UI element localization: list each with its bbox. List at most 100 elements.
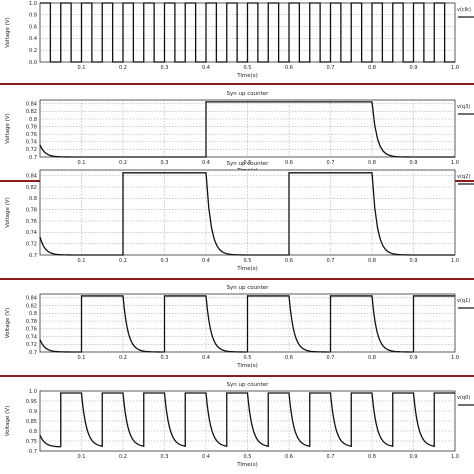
x-tick-label: 0.7 (327, 355, 335, 361)
series-line (39, 392, 455, 448)
y-tick-label: 0.8 (29, 117, 37, 123)
y-tick-label: 1.0 (29, 389, 37, 395)
x-tick-label: 0.6 (285, 65, 293, 71)
x-tick-label: 0.5 (244, 65, 252, 71)
x-tick-label: 0.2 (119, 355, 127, 361)
x-tick-label: 0.9 (410, 65, 418, 71)
x-tick-label: 0.3 (161, 258, 169, 264)
x-tick-label: 0.6 (285, 160, 293, 166)
x-tick-label: 0.1 (78, 160, 86, 166)
y-tick-label: 0.78 (26, 207, 37, 213)
x-tick-label: 0.9 (410, 258, 418, 264)
x-axis-label: Time(s) (236, 462, 258, 468)
y-tick-label: 0.72 (26, 342, 37, 348)
x-tick-label: 0.1 (78, 258, 86, 264)
chart-title: Syn up counter (227, 285, 270, 291)
y-tick-label: 0.9 (29, 409, 37, 415)
x-tick-label: 0.8 (368, 355, 376, 361)
y-tick-label: 0.74 (26, 140, 37, 146)
y-tick-label: 0.82 (26, 109, 37, 115)
chart-panel-v-q1: Syn up counter 0.1 0.2 0.3 0.4 0.5 0.6 0.7 0.8 0.… (5, 285, 474, 369)
legend-label: v(clk) (457, 7, 471, 13)
x-tick-label: 0.4 (202, 454, 210, 460)
x-tick-label: 0.2 (119, 454, 127, 460)
y-tick-label: 0.78 (26, 319, 37, 325)
x-tick-label: 0.5 (244, 160, 252, 166)
x-tick-label: 0.2 (119, 65, 127, 71)
x-axis-label: Time(s) (236, 363, 258, 369)
x-tick-label: 0.9 (410, 160, 418, 166)
y-axis-label: Voltage (V) (5, 17, 11, 47)
y-tick-label: 0.95 (26, 399, 37, 405)
x-tick-label: 0.4 (202, 160, 210, 166)
x-tick-label: 0.8 (368, 454, 376, 460)
legend-label: v(q1) (457, 298, 470, 304)
series-line (39, 172, 455, 256)
legend-label: v(q0) (457, 395, 470, 401)
y-axis-label: Voltage (V) (5, 113, 11, 143)
x-tick-label: 0.3 (161, 454, 169, 460)
x-tick-label: 0.3 (161, 65, 169, 71)
series-line (39, 295, 455, 353)
x-tick-label: 0.8 (368, 160, 376, 166)
y-tick-label: 0.75 (26, 439, 37, 445)
x-tick-label: 0.5 (244, 258, 252, 264)
x-tick-label: 0.4 (202, 65, 210, 71)
y-axis-label: Voltage (V) (5, 406, 11, 436)
x-tick-label: 0.1 (78, 355, 86, 361)
y-tick-label: 0.84 (26, 173, 37, 179)
x-tick-label: 0.7 (327, 258, 335, 264)
y-tick-label: 0.82 (26, 185, 37, 191)
y-tick-label: 0.82 (26, 303, 37, 309)
y-tick-label: 0.8 (29, 13, 37, 19)
y-tick-label: 0.78 (26, 124, 37, 130)
y-tick-label: 0.2 (29, 48, 37, 54)
x-tick-label: 0.1 (78, 454, 86, 460)
x-tick-label: 1.0 (451, 454, 459, 460)
x-axis-label: Time(s) (236, 73, 258, 79)
x-tick-label: 0.3 (161, 355, 169, 361)
series-line (39, 101, 455, 158)
chart-title: Syn up counter (227, 382, 270, 388)
x-tick-label: 0.5 (244, 355, 252, 361)
x-tick-label: 1.0 (451, 65, 459, 71)
y-tick-label: 0.4 (29, 36, 37, 42)
chart-title: Syn up counter (227, 161, 270, 167)
series-line (40, 2, 455, 63)
y-tick-label: 0.7 (29, 350, 37, 356)
x-tick-label: 0.8 (368, 258, 376, 264)
y-tick-label: 0.0 (29, 60, 37, 66)
y-tick-label: 0.76 (26, 327, 37, 333)
x-tick-label: 0.9 (410, 454, 418, 460)
x-tick-label: 0.6 (285, 454, 293, 460)
y-tick-label: 0.76 (26, 219, 37, 225)
y-tick-label: 0.72 (26, 241, 37, 247)
chart-panel-v-q2: Syn up counter 0.1 0.2 0.3 0.4 0.5 0.6 0.7 0.8 0.… (5, 161, 474, 272)
x-tick-label: 0.2 (119, 160, 127, 166)
x-tick-label: 0.8 (368, 65, 376, 71)
x-tick-label: 0.3 (161, 160, 169, 166)
y-tick-label: 0.84 (26, 296, 37, 302)
y-tick-label: 0.74 (26, 230, 37, 236)
x-tick-label: 0.6 (285, 355, 293, 361)
y-tick-label: 0.84 (26, 102, 37, 108)
y-tick-label: 0.76 (26, 132, 37, 138)
chart-title: Syn up counter (227, 91, 270, 97)
legend-label: v(q2) (457, 174, 470, 180)
y-axis-label: Voltage (V) (5, 197, 11, 227)
x-tick-label: 0.5 (244, 454, 252, 460)
y-tick-label: 0.8 (29, 429, 37, 435)
x-tick-label: 0.1 (78, 65, 86, 71)
y-axis-label: Voltage (V) (5, 308, 11, 338)
y-tick-label: 0.7 (29, 155, 37, 161)
y-tick-label: 0.7 (29, 449, 37, 455)
x-tick-label: 1.0 (451, 258, 459, 264)
x-tick-label: 0.7 (327, 65, 335, 71)
y-tick-label: 0.8 (29, 311, 37, 317)
x-tick-label: 0.6 (285, 258, 293, 264)
y-tick-label: 0.8 (29, 196, 37, 202)
y-tick-label: 0.72 (26, 147, 37, 153)
chart-panel-v-clk: 0.1 0.2 0.3 0.4 0.5 0.6 0.7 0.8 0.9 1.0 0.0 0.2 0.4 0… (5, 1, 474, 79)
